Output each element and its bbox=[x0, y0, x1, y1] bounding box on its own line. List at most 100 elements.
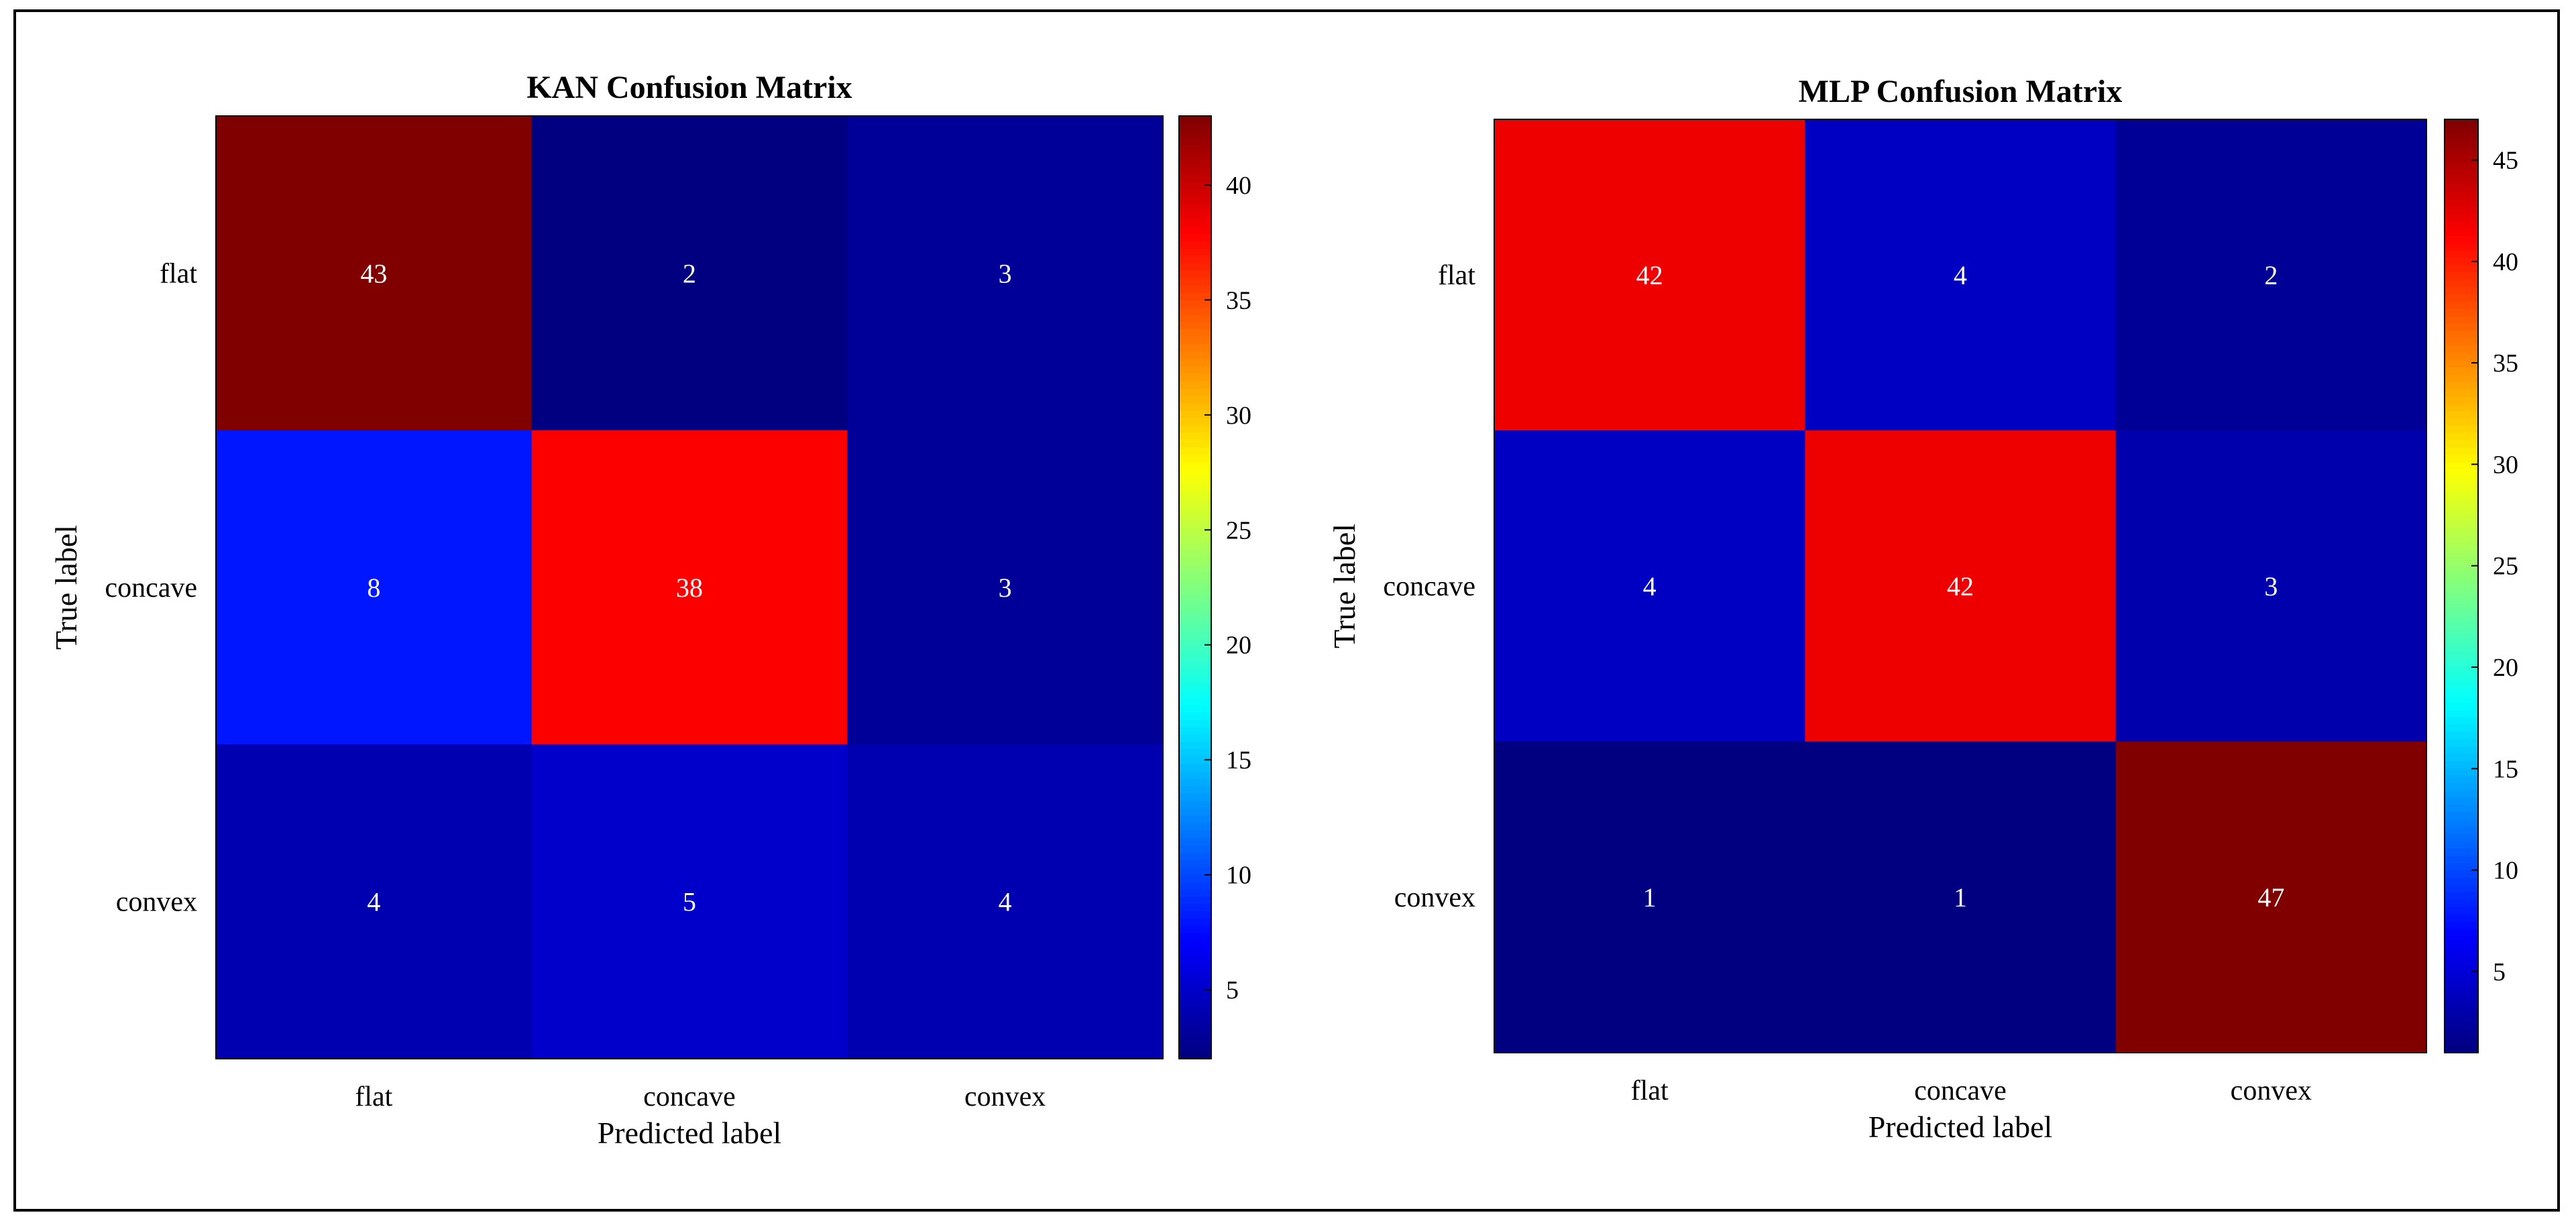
colorbar-segment bbox=[2445, 301, 2478, 310]
colorbar-segment bbox=[1179, 521, 1211, 529]
colorbar-segment bbox=[2445, 878, 2478, 886]
matrix-cell bbox=[2115, 119, 2427, 431]
colorbar-segment bbox=[2445, 943, 2478, 951]
matrix-cell bbox=[531, 116, 848, 431]
colorbar-segment bbox=[1179, 594, 1211, 603]
colorbar-segment bbox=[2445, 709, 2478, 718]
colorbar-segment bbox=[1179, 764, 1211, 772]
matrix-cell bbox=[847, 430, 1164, 745]
colorbar-segment bbox=[2445, 396, 2478, 404]
colorbar-segment bbox=[2445, 717, 2478, 725]
x-tick-label: flat bbox=[355, 1082, 392, 1112]
colorbar-segment bbox=[1179, 440, 1211, 448]
cell-value-label: 42 bbox=[1636, 260, 1663, 290]
colorbar-segment bbox=[2445, 899, 2478, 908]
matrix-cell bbox=[1494, 119, 1805, 431]
colorbar-segment bbox=[2445, 914, 2478, 922]
cell-value-label: 43 bbox=[360, 258, 387, 288]
colorbar-segment bbox=[1179, 616, 1211, 625]
colorbar-segment bbox=[2445, 119, 2478, 127]
colorbar-segment bbox=[1179, 322, 1211, 331]
colorbar-segment bbox=[2445, 965, 2478, 973]
colorbar-segment bbox=[2445, 658, 2478, 667]
colorbar-segment bbox=[2445, 732, 2478, 740]
colorbar-segment bbox=[2445, 491, 2478, 500]
colorbar-segment bbox=[1179, 359, 1211, 367]
colorbar-segment bbox=[1179, 418, 1211, 426]
colorbar-segment bbox=[2445, 455, 2478, 463]
colorbar-segment bbox=[1179, 919, 1211, 927]
colorbar-segment bbox=[2445, 921, 2478, 929]
colorbar-segment bbox=[1179, 388, 1211, 397]
colorbar-segment bbox=[2445, 447, 2478, 455]
colorbar-segment bbox=[2445, 542, 2478, 550]
colorbar-segment bbox=[1179, 432, 1211, 441]
cell-value-label: 38 bbox=[676, 573, 703, 603]
colorbar-segment bbox=[2445, 476, 2478, 485]
colorbar-segment bbox=[2445, 250, 2478, 259]
colorbar-segment bbox=[2445, 651, 2478, 660]
colorbar-segment bbox=[2445, 287, 2478, 295]
colorbar-segment bbox=[1179, 565, 1211, 573]
colorbar-segment bbox=[2445, 257, 2478, 266]
colorbar-segment bbox=[2445, 236, 2478, 244]
colorbar-segment bbox=[2445, 579, 2478, 587]
colorbar-segment bbox=[1179, 631, 1211, 640]
colorbar-segment bbox=[1179, 300, 1211, 308]
colorbar-segment bbox=[2445, 681, 2478, 689]
cell-value-label: 4 bbox=[999, 887, 1012, 917]
colorbar-segment bbox=[2445, 229, 2478, 237]
x-axis-label: Predicted label bbox=[598, 1116, 782, 1150]
cell-value-label: 2 bbox=[2264, 260, 2278, 290]
colorbar-tick-label: 5 bbox=[1226, 976, 1239, 1004]
colorbar-segment bbox=[2445, 593, 2478, 601]
colorbar-segment bbox=[1179, 455, 1211, 463]
y-tick-label: convex bbox=[1394, 882, 1475, 913]
colorbar-segment bbox=[2445, 957, 2478, 966]
colorbar-segment bbox=[1179, 705, 1211, 713]
colorbar-segment bbox=[2445, 483, 2478, 492]
colorbar-segment bbox=[2445, 411, 2478, 419]
colorbar-segment bbox=[2445, 214, 2478, 222]
colorbar-segment bbox=[1179, 248, 1211, 257]
colorbar-segment bbox=[2445, 848, 2478, 856]
colorbar-tick-label: 30 bbox=[2493, 451, 2518, 479]
colorbar-segment bbox=[1179, 219, 1211, 227]
colorbar-segment bbox=[2445, 316, 2478, 325]
colorbar-segment bbox=[2445, 607, 2478, 616]
colorbar-segment bbox=[1179, 491, 1211, 500]
x-tick-label: convex bbox=[964, 1082, 1046, 1112]
colorbar-tick-label: 20 bbox=[1226, 632, 1251, 660]
cell-value-label: 1 bbox=[1954, 882, 1967, 913]
colorbar-segment bbox=[2445, 520, 2478, 528]
colorbar-segment bbox=[1179, 926, 1211, 934]
chart-title: MLP Confusion Matrix bbox=[1799, 74, 2123, 109]
cell-value-label: 47 bbox=[2257, 882, 2284, 913]
colorbar-segment bbox=[1179, 499, 1211, 507]
matrix-cell bbox=[2115, 430, 2427, 742]
colorbar-segment bbox=[2445, 156, 2478, 164]
colorbar-segment bbox=[2445, 1016, 2478, 1025]
colorbar-tick-label: 35 bbox=[2493, 349, 2518, 377]
colorbar-box bbox=[2444, 119, 2479, 1053]
x-tick-label: flat bbox=[1631, 1075, 1669, 1106]
colorbar-segment bbox=[1179, 292, 1211, 301]
matrix-cell bbox=[216, 430, 533, 745]
colorbar-segment bbox=[2445, 440, 2478, 448]
colorbar-segment bbox=[2445, 666, 2478, 675]
colorbar-segment bbox=[1179, 719, 1211, 728]
colorbar-segment bbox=[1179, 771, 1211, 780]
colorbar-tick-label: 40 bbox=[2493, 248, 2518, 276]
colorbar-segment bbox=[1179, 351, 1211, 360]
colorbar-segment bbox=[1179, 174, 1211, 183]
colorbar-segment bbox=[1179, 941, 1211, 949]
matrix-cell bbox=[1805, 430, 2117, 742]
matrix-cell bbox=[531, 744, 848, 1059]
colorbar-segment bbox=[1179, 182, 1211, 190]
colorbar-segment bbox=[2445, 571, 2478, 579]
matrix-cell bbox=[1805, 119, 2117, 431]
colorbar-segment bbox=[1179, 852, 1211, 861]
colorbar-segment bbox=[2445, 1023, 2478, 1031]
colorbar-segment bbox=[1179, 668, 1211, 677]
